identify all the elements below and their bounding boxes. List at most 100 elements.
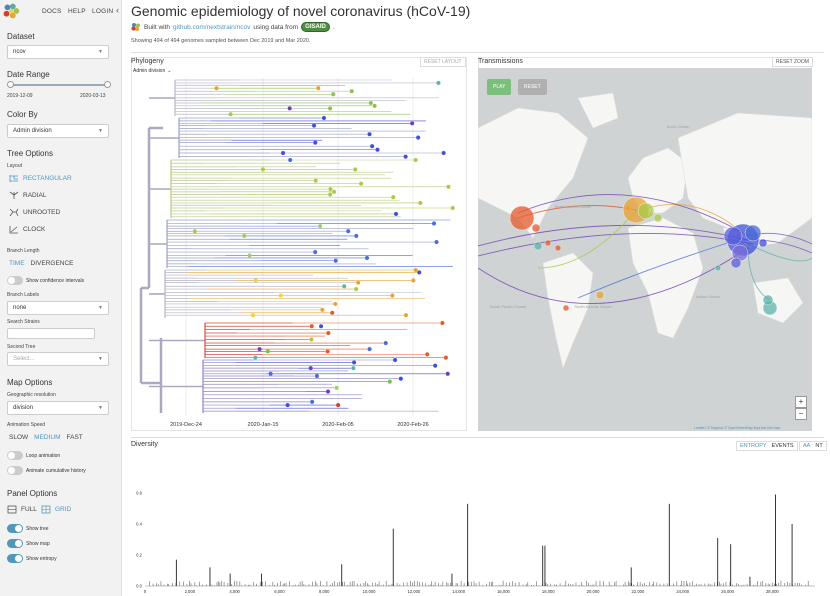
play-button[interactable]: PLAY [487,79,512,95]
chevron-down-icon: ▼ [98,405,103,411]
dataset-select[interactable]: ncov ▼ [7,45,109,59]
tree-tip [398,376,404,382]
tree-tip [328,186,333,192]
chevron-down-icon: ⌄ [167,68,172,74]
tree-tip [334,385,339,391]
color-by-select[interactable]: Admin division ▼ [7,124,109,138]
y-tick-label: 0.0 [136,584,142,589]
nav-docs[interactable]: DOCS [42,8,62,15]
entropy-button[interactable]: ENTROPY [740,443,767,449]
tree-tip [411,278,416,283]
nav-help[interactable]: HELP [68,8,86,15]
tree-tip [253,278,258,283]
date-range-slider[interactable] [7,81,111,88]
events-button[interactable]: EVENTS [771,443,794,449]
aa-nt-toggle: AA NT [799,441,827,451]
tree-tip [358,181,364,187]
tree-tip [309,399,315,405]
transmission-arc [478,224,749,247]
show-map-toggle[interactable] [7,539,23,548]
tree-tip [351,360,357,365]
chevron-down-icon: ▼ [98,356,103,362]
reset-layout-button[interactable]: RESET LAYOUT [420,57,466,67]
speed-fast[interactable]: FAST [66,434,83,441]
geo-resolution-select[interactable]: division ▼ [7,401,109,415]
full-layout-icon [7,505,17,514]
aa-button[interactable]: AA [803,443,811,449]
panel-full[interactable]: FULL [7,505,37,514]
show-entropy-toggle[interactable] [7,554,23,563]
show-tree-toggle[interactable] [7,524,23,533]
date-end-handle[interactable] [104,81,111,88]
speed-slow[interactable]: SLOW [9,434,29,441]
cumulative-history-toggle[interactable] [7,466,23,475]
phylogeny-tree[interactable]: 2019-Dec-24 2020-Jan-15 2020-Feb-05 2020-Fe… [131,68,467,430]
south-america-shape [542,252,594,369]
branch-labels-select[interactable]: none ▼ [7,301,109,315]
branch-length-label: Branch Length [7,248,40,254]
diversity-chart[interactable]: 0.0 0.2 0.4 0.6 0 2,000 4,000 6,000 8,000 10,000 1… [131,452,824,596]
north-america-shape [478,107,589,239]
diversity-title: Diversity [131,441,158,448]
layout-unrooted[interactable]: UNROOTED [9,208,60,217]
tree-tip [278,293,283,298]
x-tick-label: 14,000 [452,589,465,594]
date-start-handle[interactable] [7,81,14,88]
tree-tip [285,403,290,408]
date-range-title: Date Range [7,70,50,79]
x-tick-label: 6,000 [274,589,285,594]
layout-label: Layout [7,163,23,169]
tree-color-dropdown[interactable]: Admin division ⌄ [133,68,172,74]
layout-clock[interactable]: CLOCK [9,225,45,234]
map-options-title: Map Options [7,378,53,387]
x-tick-label: 20,000 [587,589,600,594]
tree-trunk [139,126,163,413]
tree-tip [364,255,370,261]
reset-zoom-button[interactable]: RESET ZOOM [772,57,813,67]
y-tick-label: 0.4 [136,522,142,527]
tree-tip [320,307,325,313]
tree-tip [436,80,441,86]
speed-medium[interactable]: MEDIUM [34,434,61,441]
tree-tip [353,286,359,292]
panel-options-title: Panel Options [7,489,58,498]
branch-length-divergence[interactable]: DIVERGENCE [30,260,74,267]
layout-radial[interactable]: RADIAL [9,191,46,200]
zoom-in-button[interactable]: + [795,396,807,408]
search-strains-input[interactable] [7,328,95,339]
second-tree-select[interactable]: Select... ▼ [7,352,109,366]
collapse-sidebar-icon[interactable]: ‹ [116,5,119,15]
transmission-map[interactable]: North Atlantic Ocean South Atlantic Ocean… [478,68,812,431]
tree-tip [325,389,331,394]
nav-login[interactable]: LOGIN [92,8,114,15]
nextstrain-logo[interactable] [2,2,20,20]
tree-x-tick: 2020-Feb-26 [397,422,429,428]
date-end-label: 2020-03-13 [80,93,106,99]
confidence-label: Show confidence intervals [26,278,85,284]
layout-rectangular[interactable]: RECTANGULAR [9,174,72,183]
panel-grid[interactable]: GRID [41,505,71,514]
loop-animation-label: Loop animation [26,453,61,459]
branch-length-time[interactable]: TIME [9,260,25,267]
built-suffix: . [332,23,335,31]
tree-tip [413,157,419,163]
x-tick-label: 10,000 [363,589,376,594]
github-link[interactable]: github.com/nextstrain/ncov [173,23,251,31]
tree-tip [315,85,321,91]
genome-count-summary: Showing 494 of 494 genomes sampled betwe… [131,38,311,44]
nt-button[interactable]: NT [815,443,823,449]
confidence-toggle[interactable] [7,276,23,285]
tree-x-tick: 2020-Feb-05 [322,422,354,428]
zoom-out-button[interactable]: − [795,408,807,420]
reset-map-button[interactable]: RESET [518,79,547,95]
dataset-title: Dataset [7,32,35,41]
tree-tip [403,154,408,160]
tree-tip [214,86,219,91]
gisaid-logo[interactable]: GISAID [301,22,330,32]
x-tick-label: 24,000 [676,589,689,594]
transmission-arc [478,247,749,305]
map-attribution[interactable]: Leaflet | © Mapbox © OpenStreetMap Impro… [694,426,781,430]
loop-animation-toggle[interactable] [7,451,23,460]
x-tick-label: 4,000 [229,589,240,594]
location-bubble [595,290,605,300]
